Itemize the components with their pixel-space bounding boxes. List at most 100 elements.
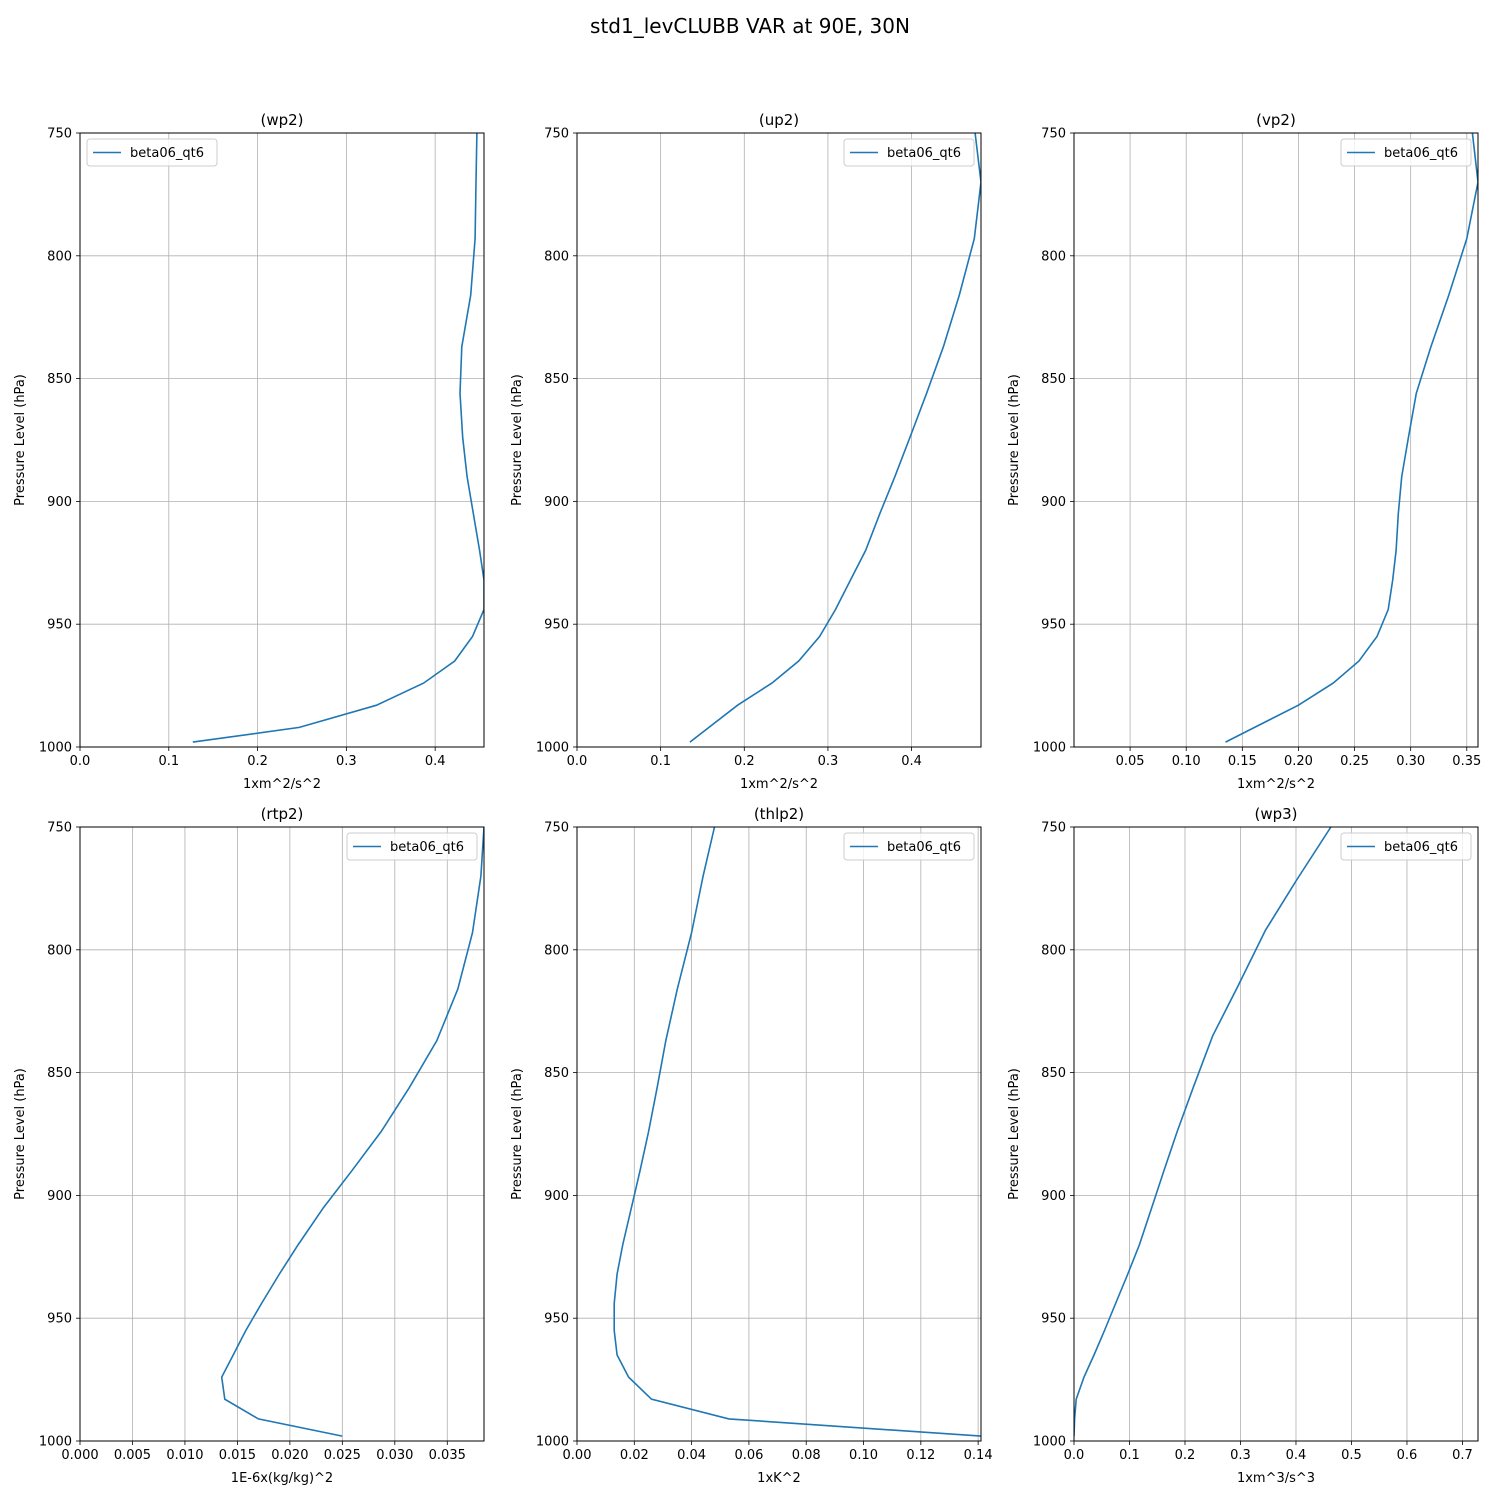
legend-box [1340, 832, 1472, 861]
y-tick-label: 900 [47, 1189, 72, 1204]
legend-box [346, 832, 478, 861]
axes-frame [1073, 132, 1479, 748]
y-axis-label: Pressure Level (hPa) [13, 1068, 28, 1200]
legend: beta06_qt6 [1340, 138, 1472, 167]
y-tick-label: 900 [47, 495, 72, 510]
y-tick-label: 1000 [1033, 1435, 1066, 1450]
legend-label: beta06_qt6 [1384, 840, 1458, 855]
x-tick-label: 0.3 [818, 754, 839, 769]
legend-label: beta06_qt6 [130, 146, 204, 161]
x-tick-label: 0.2 [734, 754, 755, 769]
x-tick-label: 0.14 [964, 1448, 993, 1463]
x-tick-label: 0.10 [1172, 754, 1201, 769]
y-tick-label: 850 [47, 372, 72, 387]
legend-label: beta06_qt6 [887, 146, 961, 161]
legend-box [1340, 138, 1472, 167]
y-axis-label: Pressure Level (hPa) [510, 1068, 525, 1200]
y-tick-label: 850 [544, 1066, 569, 1081]
subplot-title: (thlp2) [754, 805, 804, 823]
x-tick-label: 0.06 [734, 1448, 763, 1463]
y-tick-label: 800 [1041, 943, 1066, 958]
series-line-beta06_qt6 [220, 827, 484, 1437]
x-axis-label: 1E-6x(kg/kg)^2 [231, 1471, 333, 1486]
axes-frame [576, 132, 982, 748]
subplot-2: 0.0 0.1 0.2 0.3 0.4 750 800 850 900 950 1000 (up2) 1… [510, 111, 982, 792]
x-tick-label: 0.05 [1116, 754, 1145, 769]
x-tick-label: 0.20 [1284, 754, 1313, 769]
axes-frame [1073, 826, 1479, 1442]
subplot-title: (rtp2) [261, 805, 304, 823]
y-tick-label: 750 [47, 821, 72, 836]
y-tick-label: 850 [1041, 1066, 1066, 1081]
x-tick-label: 0.015 [219, 1448, 256, 1463]
y-tick-label: 900 [1041, 495, 1066, 510]
y-tick-label: 1000 [39, 1435, 72, 1450]
legend: beta06_qt6 [1340, 832, 1472, 861]
y-tick-label: 950 [47, 1312, 72, 1327]
legend-label: beta06_qt6 [390, 840, 464, 855]
x-tick-label: 0.3 [336, 754, 357, 769]
y-tick-label: 800 [1041, 249, 1066, 264]
x-axis-label: 1xm^3/s^3 [1237, 1471, 1315, 1486]
x-tick-label: 0.2 [247, 754, 268, 769]
y-tick-label: 950 [544, 618, 569, 633]
y-tick-label: 850 [544, 372, 569, 387]
legend-label: beta06_qt6 [1384, 146, 1458, 161]
x-tick-label: 0.6 [1397, 1448, 1418, 1463]
x-tick-label: 0.000 [61, 1448, 98, 1463]
legend-box [843, 832, 975, 861]
legend: beta06_qt6 [843, 138, 975, 167]
y-tick-label: 950 [1041, 1312, 1066, 1327]
series-line-beta06_qt6 [1225, 133, 1478, 743]
y-tick-label: 800 [47, 943, 72, 958]
subplot-4: 0.000 0.005 0.010 0.015 0.020 0.025 0.030 0.035… [13, 805, 485, 1486]
subplot-title: (wp2) [260, 111, 303, 129]
x-axis-label: 1xK^2 [757, 1471, 801, 1486]
y-tick-label: 800 [47, 249, 72, 264]
series-line-beta06_qt6 [613, 827, 981, 1437]
legend: beta06_qt6 [843, 832, 975, 861]
y-tick-label: 950 [47, 618, 72, 633]
x-tick-label: 0.08 [792, 1448, 821, 1463]
y-tick-label: 750 [544, 127, 569, 142]
subplot-title: (up2) [759, 111, 799, 129]
x-tick-label: 0.15 [1228, 754, 1257, 769]
x-tick-label: 0.035 [429, 1448, 466, 1463]
x-tick-label: 0.5 [1341, 1448, 1362, 1463]
x-tick-label: 0.25 [1340, 754, 1369, 769]
x-tick-label: 0.7 [1452, 1448, 1473, 1463]
x-tick-label: 0.1 [1119, 1448, 1140, 1463]
y-tick-label: 800 [544, 249, 569, 264]
y-tick-label: 850 [47, 1066, 72, 1081]
series-line-beta06_qt6 [689, 133, 981, 743]
x-tick-label: 0.4 [1286, 1448, 1307, 1463]
x-tick-label: 0.4 [901, 754, 922, 769]
x-tick-label: 0.4 [425, 754, 446, 769]
axes-frame [79, 826, 485, 1442]
y-axis-label: Pressure Level (hPa) [1007, 374, 1022, 506]
legend: beta06_qt6 [346, 832, 478, 861]
x-axis-label: 1xm^2/s^2 [1237, 777, 1315, 792]
x-tick-label: 0.02 [620, 1448, 649, 1463]
figure-title: std1_levCLUBB VAR at 90E, 30N [590, 14, 910, 38]
legend: beta06_qt6 [86, 138, 218, 167]
subplot-1: 0.0 0.1 0.2 0.3 0.4 750 800 850 900 950 1000 (wp2) 1… [13, 111, 485, 792]
y-tick-label: 1000 [536, 1435, 569, 1450]
x-tick-label: 0.020 [271, 1448, 308, 1463]
y-tick-label: 850 [1041, 372, 1066, 387]
y-tick-label: 750 [1041, 821, 1066, 836]
x-tick-label: 0.10 [849, 1448, 878, 1463]
y-tick-label: 1000 [39, 741, 72, 756]
legend-label: beta06_qt6 [887, 840, 961, 855]
x-tick-label: 0.30 [1396, 754, 1425, 769]
x-tick-label: 0.12 [906, 1448, 935, 1463]
x-tick-label: 0.0 [1064, 1448, 1085, 1463]
x-tick-label: 0.1 [650, 754, 671, 769]
subplot-title: (wp3) [1254, 805, 1297, 823]
y-tick-label: 750 [47, 127, 72, 142]
y-tick-label: 1000 [536, 741, 569, 756]
y-tick-label: 900 [1041, 1189, 1066, 1204]
series-line-beta06_qt6 [192, 133, 484, 743]
y-axis-label: Pressure Level (hPa) [1007, 1068, 1022, 1200]
x-tick-label: 0.1 [158, 754, 179, 769]
